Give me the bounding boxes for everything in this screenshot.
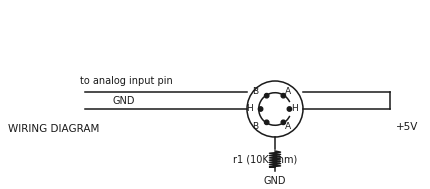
Text: B: B [252,122,258,131]
Text: B: B [252,87,258,96]
Text: GND: GND [113,96,135,106]
Circle shape [287,107,292,111]
Text: to analog input pin: to analog input pin [80,75,173,85]
Text: H: H [246,105,253,114]
Text: +5V: +5V [396,122,418,132]
Text: H: H [291,105,298,114]
Text: A: A [285,87,291,96]
Circle shape [258,107,263,111]
Circle shape [264,120,269,125]
Circle shape [264,94,269,98]
Circle shape [281,94,286,98]
Text: WIRING DIAGRAM: WIRING DIAGRAM [8,124,99,134]
Text: r1 (10K ohm): r1 (10K ohm) [233,154,297,164]
Text: A: A [285,122,291,131]
Circle shape [281,120,286,125]
Text: GND: GND [264,176,286,186]
